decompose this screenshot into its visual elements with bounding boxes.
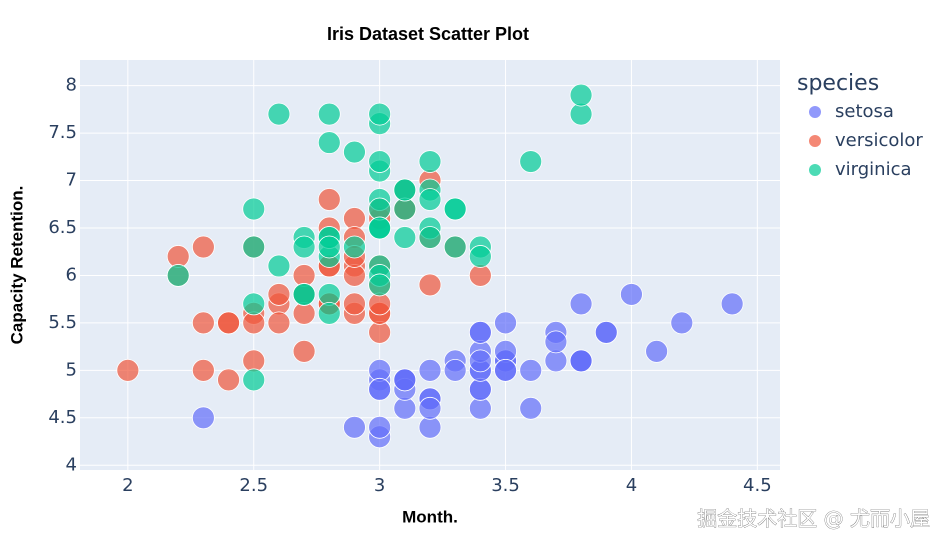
- point: [217, 368, 240, 392]
- x-tick-label: 4.5: [743, 475, 772, 496]
- point: [292, 339, 316, 363]
- point: [494, 311, 517, 335]
- point: [368, 150, 392, 173]
- point: [317, 188, 341, 211]
- point: [343, 235, 366, 259]
- point: [620, 283, 643, 306]
- point: [191, 235, 215, 259]
- point: [418, 358, 442, 382]
- point: [519, 396, 543, 420]
- y-tick-label: 4: [66, 454, 77, 475]
- y-tick-label: 4.5: [48, 407, 77, 428]
- point: [368, 377, 392, 401]
- x-axis-title: Month.: [402, 507, 458, 526]
- point: [191, 311, 215, 335]
- chart-title: Iris Dataset Scatter Plot: [327, 24, 529, 44]
- legend: species setosa versicolor virginica: [797, 71, 923, 180]
- point: [267, 311, 291, 335]
- legend-marker: [809, 135, 821, 147]
- y-tick-label: 7.5: [48, 122, 77, 143]
- point: [267, 254, 291, 278]
- point: [645, 339, 669, 363]
- points: [116, 83, 744, 449]
- point: [267, 102, 291, 126]
- point: [519, 358, 543, 382]
- point: [191, 406, 215, 430]
- legend-marker: [809, 164, 821, 176]
- y-tick-label: 5: [66, 359, 77, 380]
- point: [343, 140, 366, 164]
- point: [317, 102, 341, 126]
- point: [242, 292, 266, 316]
- point: [418, 150, 442, 173]
- legend-label: setosa: [835, 101, 894, 122]
- y-tick-label: 5.5: [48, 312, 77, 333]
- point: [242, 235, 266, 259]
- x-tick-label: 2.5: [239, 475, 268, 496]
- point: [116, 358, 140, 382]
- point: [468, 320, 492, 344]
- point: [468, 245, 492, 268]
- point: [418, 226, 442, 249]
- y-tick-label: 7: [66, 170, 77, 191]
- legend-label: versicolor: [835, 130, 923, 151]
- point: [166, 264, 190, 287]
- legend-marker: [809, 106, 821, 118]
- point: [393, 368, 417, 392]
- point: [317, 235, 341, 259]
- point: [368, 415, 392, 439]
- point: [594, 320, 618, 344]
- point: [519, 150, 543, 173]
- point: [393, 178, 417, 202]
- point: [343, 415, 366, 439]
- y-tick-label: 6: [66, 264, 77, 285]
- x-tick-label: 4: [626, 475, 637, 496]
- point: [670, 311, 694, 335]
- point: [418, 188, 442, 211]
- point: [242, 368, 266, 392]
- x-tick-label: 3.5: [491, 475, 520, 496]
- x-tick-label: 2: [122, 475, 133, 496]
- point: [217, 311, 240, 335]
- point: [494, 358, 517, 382]
- point: [544, 330, 568, 354]
- point: [569, 292, 593, 316]
- point: [443, 235, 467, 259]
- y-tick-label: 6.5: [48, 217, 77, 238]
- point: [368, 273, 392, 297]
- watermark: 掘金技术社区 @ 尤而小屋: [697, 507, 930, 531]
- legend-title: species: [797, 71, 879, 96]
- point: [267, 283, 291, 306]
- point: [418, 273, 442, 297]
- point: [720, 292, 744, 316]
- point: [569, 349, 593, 373]
- point: [317, 302, 341, 325]
- point: [468, 349, 492, 373]
- point: [317, 131, 341, 154]
- point: [368, 102, 392, 126]
- point: [443, 358, 467, 382]
- point: [292, 235, 316, 259]
- legend-label: virginica: [835, 159, 912, 180]
- point: [242, 197, 266, 221]
- point: [393, 226, 417, 249]
- point: [292, 283, 316, 306]
- point: [368, 216, 392, 240]
- point: [343, 292, 366, 316]
- point: [191, 358, 215, 382]
- y-axis-title: Capacity Retention.: [7, 186, 26, 345]
- point: [443, 197, 467, 221]
- y-tick-label: 8: [66, 75, 77, 96]
- x-tick-label: 3: [374, 475, 385, 496]
- point: [418, 396, 442, 420]
- point: [569, 83, 593, 107]
